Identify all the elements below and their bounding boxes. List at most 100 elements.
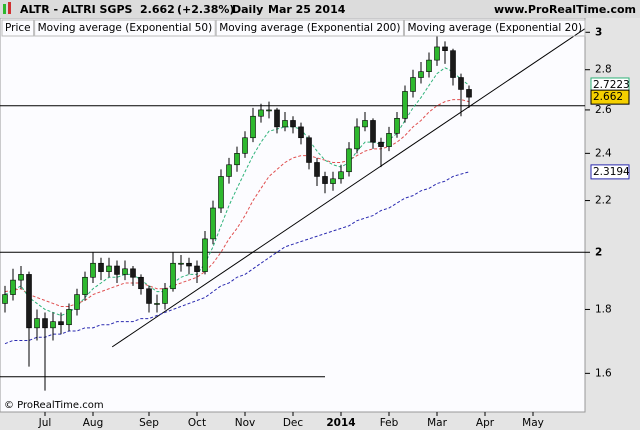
legend-price: Price — [5, 22, 31, 34]
legend-entry: Moving average (Exponential 200) — [219, 22, 400, 34]
y-tick-label: 2.8 — [595, 64, 612, 76]
candle-body — [194, 265, 200, 272]
trendline — [111, 28, 585, 348]
moving-average-line — [4, 171, 470, 345]
price-value-label-box — [590, 89, 630, 105]
y-tick-label: 3 — [595, 26, 602, 38]
legend-entry-frame — [215, 19, 404, 37]
x-tick-label: May — [522, 417, 544, 429]
series-value-label: 2.3194 — [593, 166, 630, 178]
candle-body — [202, 238, 208, 272]
legend-entry-frame — [403, 19, 586, 37]
plot-area — [0, 17, 586, 413]
price-value-label: 2.662 — [593, 91, 623, 103]
candle-body — [10, 279, 16, 295]
candle-body — [346, 148, 352, 173]
series-value-label: 2.7223 — [593, 79, 630, 91]
candle-body — [394, 118, 400, 134]
header-bar — [0, 0, 640, 18]
x-tick-label: Mar — [427, 417, 447, 429]
candle-body — [26, 274, 32, 329]
x-tick-label: Jul — [38, 417, 52, 429]
candle-body — [242, 137, 248, 154]
candle-body — [458, 77, 464, 90]
y-tick-label: 1.8 — [595, 303, 612, 315]
symbol: ALTR - ALTRI SGPS — [20, 3, 133, 16]
candle-body — [306, 137, 312, 163]
x-tick-label: Aug — [83, 417, 104, 429]
candle-body — [466, 89, 472, 98]
y-tick-label: 2 — [595, 246, 602, 258]
date: Mar 25 2014 — [268, 3, 346, 16]
candle-body — [82, 276, 88, 295]
candle-body — [218, 176, 224, 209]
candle-body — [442, 46, 448, 51]
last-price: 2.662 — [140, 3, 175, 16]
x-tick-label: Dec — [283, 417, 304, 429]
x-tick-label: 2014 — [326, 417, 355, 429]
candle-body — [370, 120, 376, 143]
candle-body — [146, 288, 152, 304]
candle-body — [90, 262, 96, 278]
candle-body — [250, 115, 256, 139]
candle-body — [186, 262, 192, 267]
candle-body — [314, 162, 320, 177]
candle-body — [2, 294, 8, 304]
series-value-label-box — [590, 164, 630, 180]
candle-body — [234, 153, 240, 166]
candle-body — [410, 77, 416, 92]
candle-body — [50, 321, 56, 329]
candle-body — [354, 126, 360, 150]
candle-body — [170, 262, 176, 290]
candle-body — [338, 171, 344, 180]
x-tick-label: Oct — [188, 417, 206, 429]
app-icon — [3, 2, 11, 14]
candle-body — [266, 109, 272, 112]
site: www.ProRealTime.com — [494, 3, 636, 16]
candle-body — [130, 268, 136, 278]
candle-body — [66, 309, 72, 326]
candle-body — [178, 262, 184, 265]
candle-body — [18, 274, 24, 281]
candle-body — [258, 109, 264, 117]
legend-entry-frame — [34, 19, 216, 37]
candle-body — [154, 303, 160, 305]
y-tick-label: 2.6 — [595, 104, 612, 116]
icon-bar — [3, 4, 6, 14]
candle-body — [74, 294, 80, 310]
candle-body — [138, 276, 144, 290]
legend-entry: Moving average (Exponential 20) — [407, 22, 582, 34]
icon-bar — [8, 2, 11, 14]
candle-body — [402, 91, 408, 119]
moving-average-line — [4, 99, 470, 307]
x-tick-label: Sep — [139, 417, 159, 429]
candle-body — [210, 207, 216, 240]
candle-body — [42, 318, 48, 329]
candle-body — [34, 318, 40, 329]
candle-body — [162, 288, 168, 304]
candle-body — [386, 133, 392, 147]
x-tick-label: Feb — [380, 417, 399, 429]
candle-body — [290, 120, 296, 128]
candle-body — [378, 141, 384, 147]
candle-body — [298, 126, 304, 139]
candle-body — [114, 265, 120, 275]
candle-body — [362, 120, 368, 128]
candle-body — [274, 109, 280, 128]
interval: Daily — [232, 3, 263, 16]
legend-price-frame — [1, 19, 35, 37]
candle-body — [226, 164, 232, 177]
candle-body — [98, 262, 104, 272]
candle-body — [58, 321, 64, 326]
candle-body — [322, 176, 328, 184]
plot — [0, 28, 585, 391]
change: (+2.38%) — [177, 3, 234, 16]
y-tick-label: 2.4 — [595, 147, 612, 159]
legend-entry: Moving average (Exponential 50) — [38, 22, 213, 34]
x-tick-label: Apr — [476, 417, 495, 429]
candle-body — [418, 71, 424, 78]
candle-body — [330, 178, 336, 184]
